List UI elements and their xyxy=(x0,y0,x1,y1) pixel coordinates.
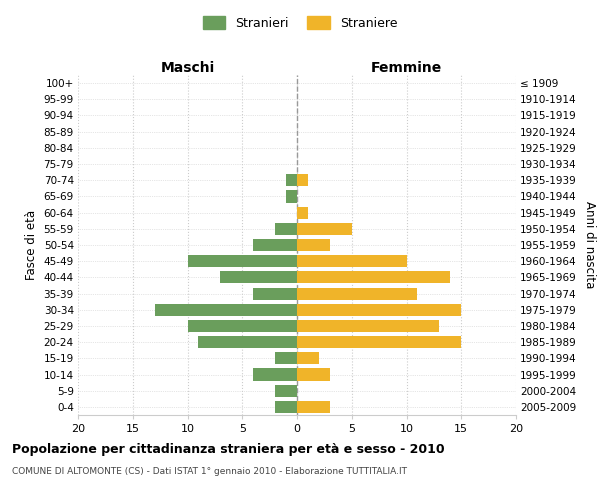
Bar xyxy=(297,336,461,348)
Bar xyxy=(275,222,297,235)
Bar xyxy=(220,272,297,283)
Bar xyxy=(275,401,297,413)
Legend: Stranieri, Straniere: Stranieri, Straniere xyxy=(197,11,403,35)
Y-axis label: Fasce di età: Fasce di età xyxy=(25,210,38,280)
Bar xyxy=(297,255,407,268)
Bar xyxy=(297,239,330,251)
Bar xyxy=(297,288,418,300)
Y-axis label: Anni di nascita: Anni di nascita xyxy=(583,202,596,288)
Bar xyxy=(199,336,297,348)
Bar xyxy=(297,352,319,364)
Text: Femmine: Femmine xyxy=(371,61,442,75)
Bar xyxy=(188,320,297,332)
Bar xyxy=(297,401,330,413)
Bar xyxy=(253,288,297,300)
Text: Popolazione per cittadinanza straniera per età e sesso - 2010: Popolazione per cittadinanza straniera p… xyxy=(12,442,445,456)
Text: COMUNE DI ALTOMONTE (CS) - Dati ISTAT 1° gennaio 2010 - Elaborazione TUTTITALIA.: COMUNE DI ALTOMONTE (CS) - Dati ISTAT 1°… xyxy=(12,468,407,476)
Bar xyxy=(297,304,461,316)
Bar xyxy=(297,206,308,218)
Bar xyxy=(297,272,451,283)
Bar xyxy=(275,352,297,364)
Bar xyxy=(297,320,439,332)
Bar xyxy=(286,174,297,186)
Bar xyxy=(188,255,297,268)
Bar xyxy=(297,174,308,186)
Bar xyxy=(253,368,297,380)
Text: Maschi: Maschi xyxy=(160,61,215,75)
Bar xyxy=(286,190,297,202)
Bar xyxy=(297,368,330,380)
Bar xyxy=(275,384,297,397)
Bar xyxy=(253,239,297,251)
Bar xyxy=(155,304,297,316)
Bar xyxy=(297,222,352,235)
